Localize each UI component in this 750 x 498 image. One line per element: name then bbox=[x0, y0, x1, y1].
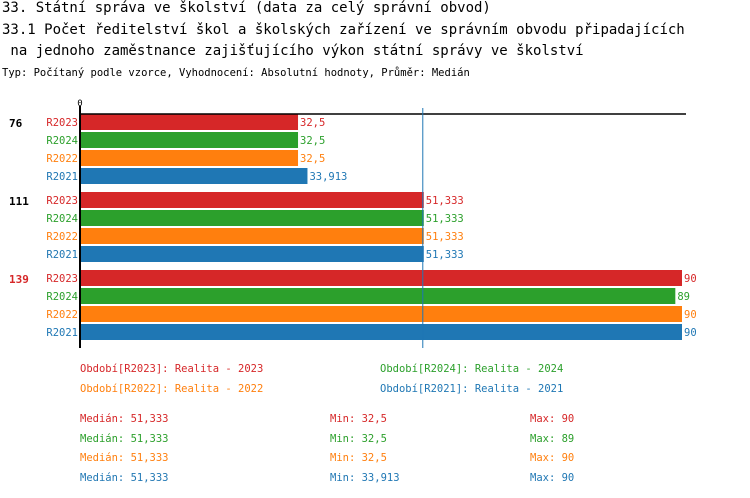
series-label: R2023 bbox=[46, 273, 78, 285]
series-label: R2021 bbox=[46, 171, 78, 183]
legend-item: Období[R2024]: Realita - 2024 bbox=[380, 363, 564, 375]
stat-max: Max: 90 bbox=[530, 471, 575, 484]
data-label: 32,5 bbox=[300, 153, 325, 165]
stat-median: Medián: 51,333 bbox=[80, 452, 169, 464]
data-label: 51,333 bbox=[426, 195, 464, 207]
type-line: Typ: Počítaný podle vzorce, Vyhodnocení:… bbox=[2, 67, 470, 79]
stat-min: Min: 32,5 bbox=[330, 432, 387, 445]
bar bbox=[81, 288, 676, 304]
data-label: 90 bbox=[684, 327, 697, 339]
data-label: 90 bbox=[684, 309, 697, 321]
legend-item: Období[R2023]: Realita - 2023 bbox=[80, 363, 264, 375]
legend-item: Období[R2021]: Realita - 2021 bbox=[380, 383, 564, 395]
series-label: R2024 bbox=[46, 291, 78, 303]
data-label: 32,5 bbox=[300, 135, 325, 147]
chart-subtitle-2: na jednoho zaměstnance zajišťujícího výk… bbox=[2, 43, 584, 59]
stat-max: Max: 89 bbox=[530, 432, 575, 445]
data-label: 90 bbox=[684, 273, 697, 285]
x-tick-label: 0 bbox=[77, 99, 82, 109]
series-label: R2022 bbox=[46, 309, 78, 321]
bar bbox=[81, 228, 424, 244]
legend-item: Období[R2022]: Realita - 2022 bbox=[80, 383, 264, 395]
series-label: R2021 bbox=[46, 249, 78, 261]
bar bbox=[81, 114, 299, 130]
series-label: R2023 bbox=[46, 195, 78, 207]
chart-subtitle-1: 33.1 Počet ředitelství škol a školských … bbox=[2, 22, 685, 38]
stat-max: Max: 90 bbox=[530, 413, 575, 425]
data-label: 32,5 bbox=[300, 117, 325, 129]
stat-median: Medián: 51,333 bbox=[80, 471, 169, 484]
bar bbox=[81, 324, 682, 340]
bar bbox=[81, 306, 682, 322]
data-label: 89 bbox=[677, 291, 690, 303]
stat-min: Min: 32,5 bbox=[330, 413, 387, 425]
bar bbox=[81, 246, 424, 262]
series-label: R2024 bbox=[46, 135, 78, 147]
category-label: 111 bbox=[9, 195, 29, 208]
page-title: 33. Státní správa ve školství (data za c… bbox=[2, 0, 491, 16]
series-label: R2024 bbox=[46, 213, 78, 225]
series-label: R2023 bbox=[46, 117, 78, 129]
bar bbox=[81, 270, 682, 286]
bar bbox=[81, 168, 308, 184]
data-label: 33,913 bbox=[309, 171, 347, 183]
stat-max: Max: 90 bbox=[530, 452, 575, 464]
stat-median: Medián: 51,333 bbox=[80, 432, 169, 445]
series-label: R2022 bbox=[46, 153, 78, 165]
stat-min: Min: 32,5 bbox=[330, 452, 387, 464]
stat-min: Min: 33,913 bbox=[330, 471, 400, 484]
bar bbox=[81, 192, 424, 208]
bar bbox=[81, 150, 299, 166]
bar bbox=[81, 132, 299, 148]
series-label: R2021 bbox=[46, 327, 78, 339]
stat-median: Medián: 51,333 bbox=[80, 413, 169, 425]
category-label: 139 bbox=[9, 273, 29, 286]
data-label: 51,333 bbox=[426, 231, 464, 243]
series-label: R2022 bbox=[46, 231, 78, 243]
category-label: 76 bbox=[9, 117, 23, 130]
bar bbox=[81, 210, 424, 226]
data-label: 51,333 bbox=[426, 213, 464, 225]
data-label: 51,333 bbox=[426, 249, 464, 261]
bar-chart: 76 R2023 32,5 R2024 32,5 R2022 32,5 R2021 33,913… bbox=[9, 99, 697, 348]
